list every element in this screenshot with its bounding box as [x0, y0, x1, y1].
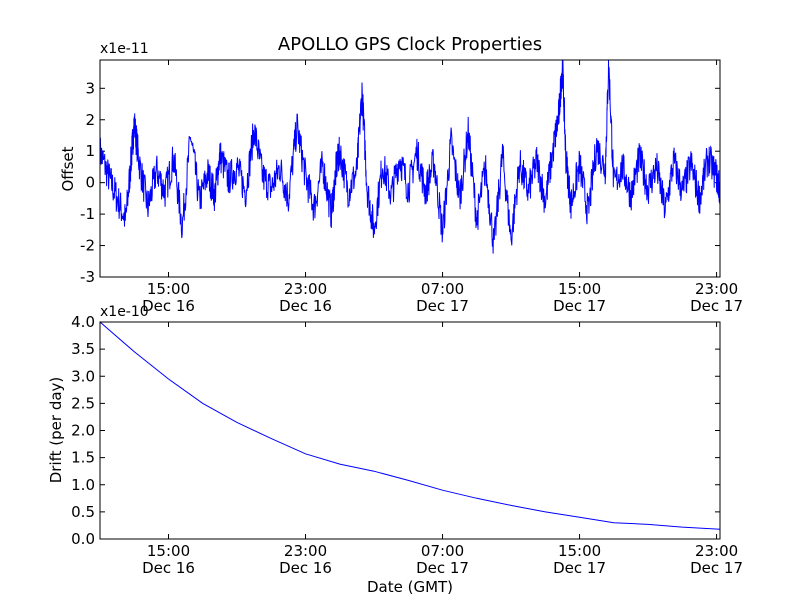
offset-xtick-date: Dec 17: [690, 297, 743, 315]
drift-series-line: [99, 321, 721, 530]
drift-xtick-date: Dec 17: [553, 559, 606, 577]
drift-xtick-time: 15:00: [558, 542, 601, 560]
chart-title: APOLLO GPS Clock Properties: [278, 34, 542, 55]
offset-series-line: [99, 59, 721, 254]
drift-y-ticks: 0.0 0.5 1.0 1.5 2.0 2.5 3.0 3.5 4.0: [71, 313, 720, 548]
drift-plot: x1e-10 Drift (per day) Date (GMT) 0.0 0.5…: [47, 304, 743, 596]
offset-xtick-date: Dec 17: [416, 297, 469, 315]
drift-multiplier: x1e-10: [100, 304, 149, 320]
offset-xtick-time: 07:00: [421, 280, 464, 298]
offset-xtick-date: Dec 17: [553, 297, 606, 315]
drift-ytick-label: 4.0: [71, 313, 95, 331]
drift-xtick-time: 15:00: [147, 542, 190, 560]
offset-series: [99, 59, 721, 254]
drift-xtick-date: Dec 16: [279, 559, 332, 577]
drift-xlabel: Date (GMT): [367, 578, 453, 596]
drift-xtick-date: Dec 17: [690, 559, 743, 577]
drift-ytick-label: 2.0: [71, 422, 95, 440]
offset-xtick-date: Dec 16: [142, 297, 195, 315]
drift-ytick-label: 0.5: [71, 503, 95, 521]
offset-ytick-label: -2: [80, 237, 95, 255]
offset-axes-frame: [99, 59, 721, 278]
offset-ytick-label: -3: [80, 268, 95, 286]
offset-ytick-label: 2: [85, 111, 95, 129]
offset-xtick-time: 23:00: [695, 280, 738, 298]
drift-xtick-date: Dec 17: [416, 559, 469, 577]
drift-series: [99, 321, 721, 530]
drift-axes-frame: [99, 321, 721, 540]
offset-xtick-time: 15:00: [147, 280, 190, 298]
drift-xtick-time: 07:00: [421, 542, 464, 560]
offset-xtick-date: Dec 16: [279, 297, 332, 315]
offset-multiplier: x1e-11: [100, 41, 149, 57]
drift-ytick-label: 0.0: [71, 530, 95, 548]
offset-ytick-label: -1: [80, 205, 95, 223]
drift-ytick-label: 3.5: [71, 340, 95, 358]
drift-xtick-date: Dec 16: [142, 559, 195, 577]
offset-ytick-label: 0: [85, 174, 95, 192]
drift-xtick-time: 23:00: [284, 542, 327, 560]
offset-xtick-time: 23:00: [284, 280, 327, 298]
drift-xtick-time: 23:00: [695, 542, 738, 560]
offset-ytick-label: 1: [85, 142, 95, 160]
drift-ytick-label: 2.5: [71, 394, 95, 412]
drift-ylabel: Drift (per day): [47, 377, 65, 484]
drift-ytick-label: 1.5: [71, 449, 95, 467]
drift-ytick-label: 1.0: [71, 476, 95, 494]
offset-ylabel: Offset: [59, 146, 77, 191]
offset-xtick-time: 15:00: [558, 280, 601, 298]
drift-ytick-label: 3.0: [71, 367, 95, 385]
offset-ytick-label: 3: [85, 79, 95, 97]
